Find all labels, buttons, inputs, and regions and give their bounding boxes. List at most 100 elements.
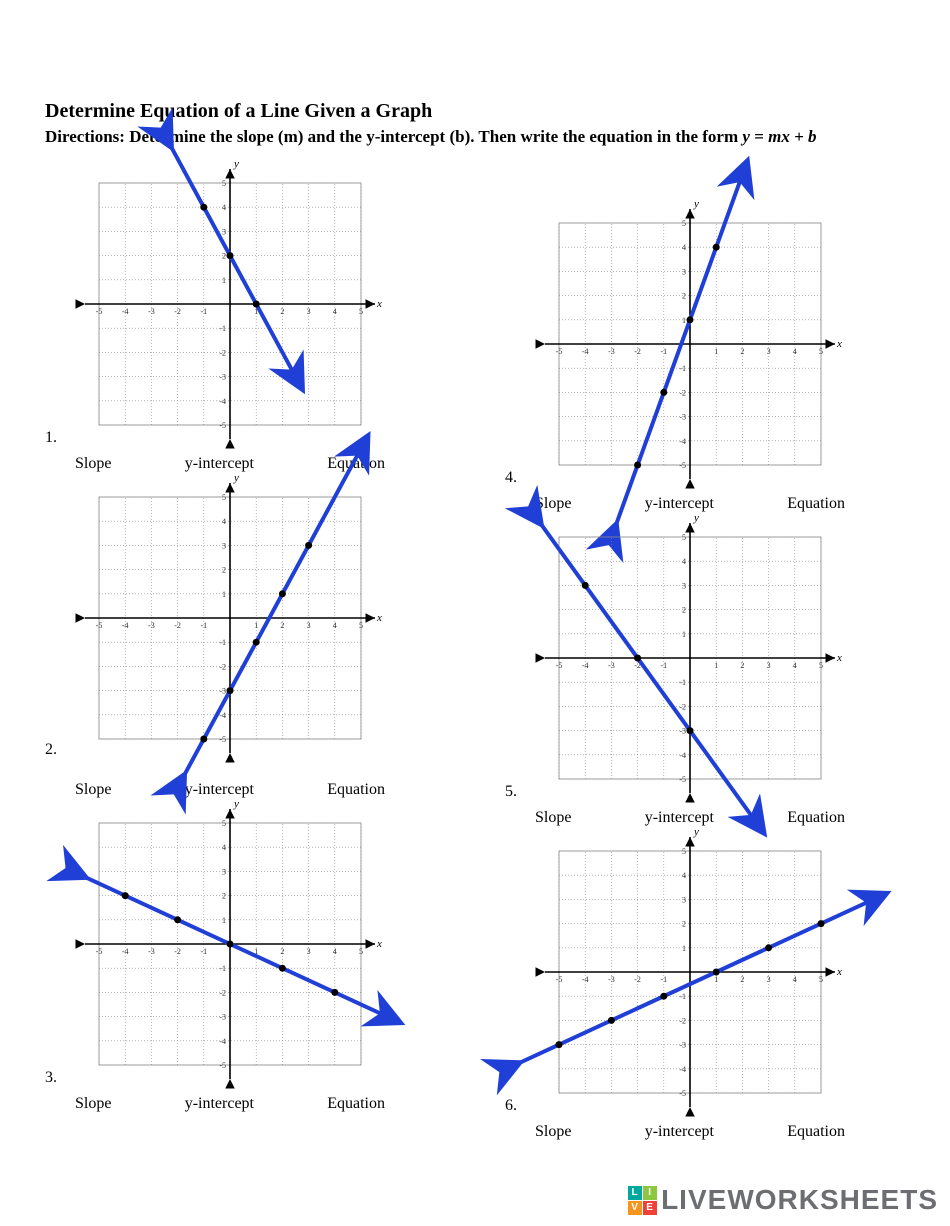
svg-text:-5: -5: [219, 735, 226, 744]
svg-text:-5: -5: [556, 347, 563, 356]
svg-text:-3: -3: [608, 347, 615, 356]
svg-text:1: 1: [254, 621, 258, 630]
svg-text:4: 4: [333, 307, 337, 316]
svg-text:5: 5: [682, 533, 686, 542]
svg-text:4: 4: [793, 975, 797, 984]
label-yint: y-intercept: [645, 1123, 714, 1141]
svg-text:1: 1: [714, 975, 718, 984]
svg-text:3: 3: [767, 347, 771, 356]
svg-text:3: 3: [767, 661, 771, 670]
svg-text:4: 4: [793, 661, 797, 670]
label-yint: y-intercept: [645, 495, 714, 513]
svg-text:5: 5: [359, 947, 363, 956]
svg-text:-2: -2: [679, 1016, 686, 1025]
svg-text:y: y: [233, 798, 239, 810]
svg-text:-5: -5: [556, 661, 563, 670]
svg-text:1: 1: [222, 276, 226, 285]
svg-text:5: 5: [359, 307, 363, 316]
label-eq: Equation: [327, 1095, 385, 1113]
svg-text:-4: -4: [679, 1065, 686, 1074]
svg-text:1: 1: [682, 630, 686, 639]
svg-text:5: 5: [222, 179, 226, 188]
chart-3: -5-4-3-2-112345-5-4-3-2-112345xy: [75, 799, 385, 1089]
svg-text:-4: -4: [219, 397, 226, 406]
svg-text:-2: -2: [634, 347, 641, 356]
svg-text:4: 4: [333, 947, 337, 956]
svg-text:-2: -2: [219, 662, 226, 671]
svg-text:-3: -3: [148, 307, 155, 316]
svg-text:3: 3: [307, 621, 311, 630]
svg-text:x: x: [836, 966, 842, 978]
svg-text:1: 1: [714, 661, 718, 670]
svg-text:-3: -3: [608, 975, 615, 984]
svg-text:y: y: [693, 826, 699, 838]
svg-text:3: 3: [682, 895, 686, 904]
svg-text:x: x: [376, 298, 382, 310]
svg-text:-4: -4: [122, 307, 129, 316]
svg-text:5: 5: [682, 847, 686, 856]
svg-text:-1: -1: [219, 964, 226, 973]
svg-text:y: y: [233, 158, 239, 170]
labels-5: Slope y-intercept Equation: [505, 809, 845, 827]
svg-text:4: 4: [793, 347, 797, 356]
watermark-text: LIVEWORKSHEETS: [661, 1184, 938, 1216]
label-eq: Equation: [787, 495, 845, 513]
svg-text:5: 5: [819, 661, 823, 670]
svg-text:-5: -5: [219, 1061, 226, 1070]
problem-number-5: 5.: [505, 783, 517, 801]
labels-2: Slope y-intercept Equation: [45, 781, 385, 799]
svg-text:1: 1: [682, 944, 686, 953]
svg-text:-4: -4: [122, 621, 129, 630]
svg-text:y: y: [693, 198, 699, 210]
svg-text:-2: -2: [219, 348, 226, 357]
svg-text:5: 5: [819, 347, 823, 356]
svg-text:-1: -1: [679, 678, 686, 687]
svg-text:-5: -5: [219, 421, 226, 430]
label-yint: y-intercept: [645, 809, 714, 827]
svg-text:5: 5: [359, 621, 363, 630]
svg-text:-4: -4: [219, 1037, 226, 1046]
labels-1: Slope y-intercept Equation: [45, 455, 385, 473]
svg-text:-3: -3: [679, 413, 686, 422]
svg-text:2: 2: [740, 661, 744, 670]
svg-text:-1: -1: [200, 621, 207, 630]
label-slope: Slope: [75, 1095, 111, 1113]
label-slope: Slope: [75, 781, 111, 799]
svg-text:-3: -3: [219, 1013, 226, 1022]
svg-text:-1: -1: [660, 661, 667, 670]
col-right: -5 -4 -3 -2 -1 1 2 3 4 5 -5 -4 -3 -2 -1 1 2 3 4 5 x y 4. Slop…: [505, 159, 905, 1141]
svg-text:5: 5: [222, 819, 226, 828]
directions: Directions: Determine the slope (m) and …: [45, 127, 905, 147]
svg-text:-1: -1: [219, 324, 226, 333]
svg-text:4: 4: [682, 557, 686, 566]
svg-text:x: x: [836, 338, 842, 350]
svg-text:-4: -4: [679, 751, 686, 760]
problem-1: -5-4-3-2-112345-5-4-3-2-112345xy 1. Slop…: [45, 159, 445, 473]
svg-text:-5: -5: [96, 307, 103, 316]
watermark-icon: L I V E: [628, 1186, 657, 1215]
svg-text:-5: -5: [679, 775, 686, 784]
svg-text:5: 5: [682, 219, 686, 228]
svg-text:-2: -2: [679, 702, 686, 711]
directions-equation: y = mx + b: [742, 127, 816, 146]
labels-6: Slope y-intercept Equation: [505, 1123, 845, 1141]
problem-number-4: 4.: [505, 469, 517, 487]
svg-text:2: 2: [740, 975, 744, 984]
chart-2: -5-4-3-2-112345-5-4-3-2-112345xy: [75, 473, 385, 763]
svg-text:y: y: [233, 472, 239, 484]
svg-text:-5: -5: [679, 461, 686, 470]
svg-text:2: 2: [222, 252, 226, 261]
chart-1: -5-4-3-2-112345-5-4-3-2-112345xy: [75, 159, 385, 449]
svg-text:x: x: [836, 652, 842, 664]
svg-text:4: 4: [222, 517, 226, 526]
svg-text:-2: -2: [219, 988, 226, 997]
svg-text:-2: -2: [174, 621, 181, 630]
label-yint: y-intercept: [185, 781, 254, 799]
label-eq: Equation: [787, 1123, 845, 1141]
svg-text:-4: -4: [582, 661, 589, 670]
svg-text:x: x: [376, 612, 382, 624]
svg-text:3: 3: [222, 227, 226, 236]
problem-3: -5-4-3-2-112345-5-4-3-2-112345xy 3. Slop…: [45, 799, 445, 1113]
svg-text:-5: -5: [96, 947, 103, 956]
svg-text:-1: -1: [200, 307, 207, 316]
